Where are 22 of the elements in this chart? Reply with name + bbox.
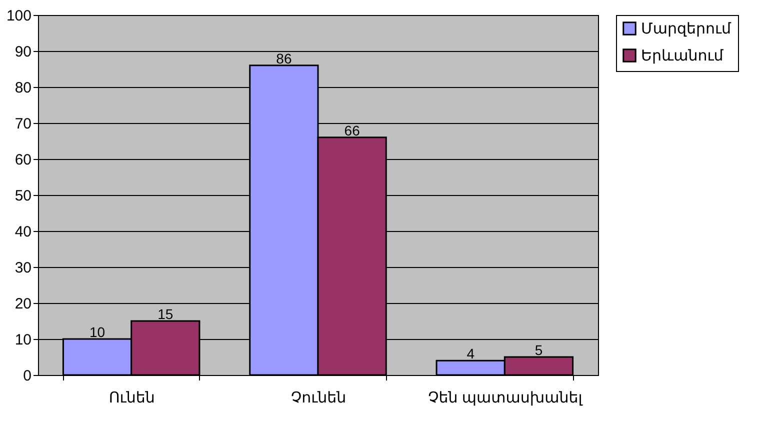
y-tick-label: 0 xyxy=(23,368,32,384)
y-tick-label: 10 xyxy=(14,332,32,348)
data-label: 5 xyxy=(534,342,543,358)
x-tick-label: Չեն պատասխանել xyxy=(428,390,584,406)
legend-label: Մարզերում xyxy=(641,20,732,38)
x-tick-label: Ունեն xyxy=(108,390,155,406)
data-label: 15 xyxy=(158,306,174,322)
y-tick-label: 90 xyxy=(14,44,32,60)
data-label: 66 xyxy=(344,122,360,138)
y-tick-label: 100 xyxy=(6,8,32,24)
y-tick-label: 20 xyxy=(14,296,32,312)
data-label: 4 xyxy=(466,346,475,362)
y-tick-label: 60 xyxy=(14,152,32,168)
y-tick-label: 80 xyxy=(14,80,32,96)
legend-label: Երևանում xyxy=(641,48,724,64)
x-tick-label: Չունեն xyxy=(290,390,346,406)
y-tick-label: 50 xyxy=(14,188,32,204)
y-tick-label: 40 xyxy=(14,224,32,240)
y-tick-label: 70 xyxy=(14,116,32,132)
y-tick-label: 30 xyxy=(14,260,32,276)
data-label: 86 xyxy=(276,50,292,66)
data-label: 10 xyxy=(89,324,106,340)
